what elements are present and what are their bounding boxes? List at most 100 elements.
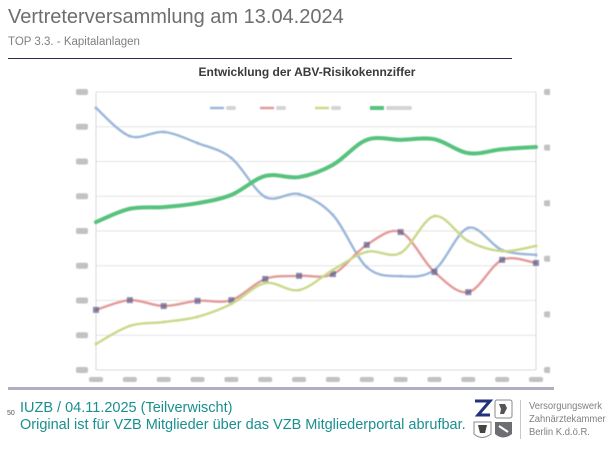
- data-point: [432, 137, 436, 141]
- data-point: [297, 288, 301, 292]
- data-point: [329, 271, 336, 278]
- legend-label: [331, 106, 341, 110]
- x-tick-label: [325, 377, 340, 382]
- y-left-tick-label: [76, 262, 88, 269]
- y-right-tick-label: [544, 200, 550, 207]
- y-left-tick-label: [76, 367, 88, 373]
- data-point: [263, 281, 267, 285]
- data-point: [331, 268, 335, 272]
- data-point: [499, 256, 506, 263]
- data-point: [128, 207, 132, 211]
- y-right-tick-label: [544, 144, 550, 151]
- data-point: [228, 297, 235, 304]
- y-right-tick-label: [544, 89, 550, 95]
- data-point: [466, 239, 470, 243]
- series-line-series-4: [94, 136, 538, 225]
- data-point: [126, 297, 133, 304]
- data-point: [534, 145, 538, 149]
- data-point: [128, 324, 132, 328]
- data-point: [263, 174, 267, 178]
- data-point: [194, 297, 201, 304]
- data-point: [365, 265, 369, 269]
- data-point: [162, 320, 166, 324]
- data-point: [534, 253, 538, 257]
- x-tick-label: [258, 377, 273, 382]
- y-right-tick-label: [544, 367, 550, 373]
- header-divider: [8, 58, 512, 59]
- data-point: [93, 306, 99, 313]
- data-point: [196, 315, 200, 319]
- x-tick-label: [224, 377, 239, 382]
- y-left-tick-label: [76, 158, 88, 165]
- chart-title: Entwicklung der ABV-Risikokennziffer: [198, 65, 416, 79]
- x-tick-label: [495, 377, 510, 382]
- y-left-tick-label: [76, 193, 88, 200]
- chart-background: [70, 80, 550, 385]
- logo-text-line-1: Versorgungswerk: [529, 400, 603, 412]
- page-number: 50: [7, 410, 15, 417]
- data-point: [363, 241, 370, 248]
- x-tick-label: [190, 377, 205, 382]
- footer-access-note: Original ist für VZB Mitglieder über das…: [20, 417, 466, 433]
- y-left-tick-label: [76, 297, 88, 304]
- data-point: [229, 193, 233, 197]
- data-point: [399, 138, 403, 142]
- data-point: [331, 163, 335, 167]
- x-tick-label: [427, 377, 442, 382]
- data-point: [162, 205, 166, 209]
- data-point: [534, 244, 538, 248]
- logo-wordmark: Versorgungswerk Zahnärztekammer Berlin K…: [520, 400, 614, 439]
- series-line-series-3: [94, 214, 538, 346]
- data-point: [500, 147, 504, 151]
- legend-label: [276, 106, 286, 110]
- footer-source-line: IUZB / 04.11.2025 (Teilverwischt): [20, 400, 233, 416]
- x-tick-label: [156, 377, 171, 382]
- legend-label: [386, 106, 412, 110]
- vzb-logo: Versorgungswerk Zahnärztekammer Berlin K…: [472, 398, 610, 442]
- y-right-tick-label: [544, 311, 550, 318]
- data-point: [432, 214, 436, 218]
- data-point: [397, 229, 404, 236]
- data-point: [466, 226, 470, 230]
- data-point: [399, 274, 403, 278]
- data-point: [431, 269, 438, 276]
- y-left-tick-label: [76, 228, 88, 234]
- legend-label: [226, 106, 236, 110]
- data-point: [331, 213, 335, 217]
- data-point: [160, 303, 167, 310]
- y-left-tick-label: [76, 332, 88, 339]
- x-tick-label: [359, 377, 374, 382]
- data-point: [229, 156, 233, 160]
- data-point: [297, 192, 301, 196]
- data-point: [465, 289, 472, 296]
- data-point: [262, 275, 269, 282]
- y-left-tick-label: [76, 89, 88, 95]
- data-point: [94, 342, 98, 346]
- risk-ratio-chart: [70, 80, 550, 385]
- x-tick-label: [529, 377, 543, 382]
- data-point: [399, 251, 403, 255]
- chart-frame-border: [8, 387, 554, 390]
- data-point: [128, 134, 132, 138]
- data-point: [365, 138, 369, 142]
- page-title: Vertreterversammlung am 13.04.2024: [8, 6, 344, 28]
- x-tick-label: [89, 377, 103, 382]
- data-point: [94, 220, 98, 224]
- x-tick-label: [461, 377, 476, 382]
- y-left-tick-label: [76, 123, 88, 130]
- data-point: [94, 106, 98, 110]
- data-point: [196, 141, 200, 145]
- data-point: [162, 130, 166, 134]
- data-point: [196, 201, 200, 205]
- y-right-tick-label: [544, 255, 550, 262]
- data-point: [533, 259, 539, 266]
- series-line-series-1: [94, 106, 538, 278]
- data-point: [296, 272, 303, 279]
- data-point: [500, 249, 504, 253]
- page-subtitle: TOP 3.3. - Kapitalanlagen: [8, 36, 140, 48]
- logo-text-line-2: Zahnärztekammer: [529, 413, 606, 425]
- x-tick-label: [122, 377, 137, 382]
- coat-of-arms-icon: [473, 399, 513, 438]
- data-point: [365, 250, 369, 254]
- data-point: [229, 302, 233, 306]
